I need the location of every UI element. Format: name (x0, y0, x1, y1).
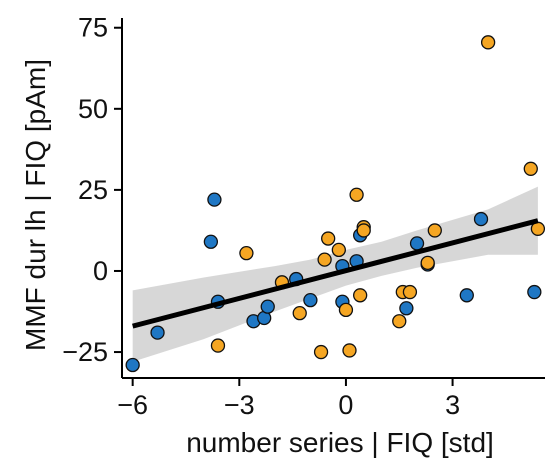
data-point-orange-7 (331, 242, 346, 258)
x-tick-label-2: 0 (338, 390, 353, 420)
regression-line (132, 218, 539, 329)
data-point-blue-9 (303, 293, 318, 308)
data-point-blue-19 (527, 284, 542, 300)
data-point-orange-0 (210, 338, 226, 353)
data-point-orange-19 (480, 35, 496, 50)
data-point-blue-0 (125, 357, 140, 373)
x-tick-label-1: −3 (224, 390, 255, 420)
data-point-orange-20 (523, 161, 538, 176)
data-point-blue-1 (150, 325, 165, 340)
data-point-blue-15 (409, 236, 425, 251)
points-layer (125, 35, 546, 373)
data-point-orange-17 (420, 255, 435, 271)
data-point-orange-18 (427, 223, 442, 238)
data-point-blue-17 (459, 288, 474, 303)
data-point-blue-2 (203, 234, 219, 249)
data-point-orange-5 (317, 252, 332, 267)
data-point-orange-9 (342, 343, 357, 358)
data-point-blue-14 (399, 301, 414, 316)
data-point-blue-7 (260, 299, 275, 314)
data-point-orange-3 (292, 305, 307, 321)
y-tick-label-4: 75 (78, 13, 108, 43)
data-point-orange-10 (349, 187, 364, 202)
data-point-orange-11 (353, 288, 368, 303)
data-point-orange-4 (313, 344, 329, 360)
axes-layer: −25 0 25 50 75 −6 −3 0 3 (62, 13, 545, 420)
data-point-orange-6 (321, 231, 336, 246)
data-point-blue-18 (473, 211, 489, 227)
y-tick-label-1: 0 (93, 256, 108, 286)
data-point-blue-3 (207, 192, 222, 207)
y-axis-title: MMF dur lh | FIQ [pAm] (20, 59, 51, 351)
data-point-orange-8 (338, 302, 354, 318)
y-tick-label-2: 25 (78, 175, 108, 205)
y-tick-label-3: 50 (78, 94, 108, 124)
data-point-orange-16 (402, 284, 418, 300)
data-point-orange-1 (239, 245, 254, 261)
x-axis-title: number series | FIQ [std] (186, 427, 494, 458)
y-tick-label-0: −25 (62, 337, 108, 367)
fit-line-layer (132, 218, 539, 329)
x-tick-label-3: 3 (445, 390, 460, 420)
data-point-orange-14 (392, 314, 407, 329)
data-point-orange-13 (356, 223, 371, 238)
labels-layer: number series | FIQ [std] MMF dur lh | F… (20, 59, 494, 458)
x-tick-label-0: −6 (117, 390, 148, 420)
